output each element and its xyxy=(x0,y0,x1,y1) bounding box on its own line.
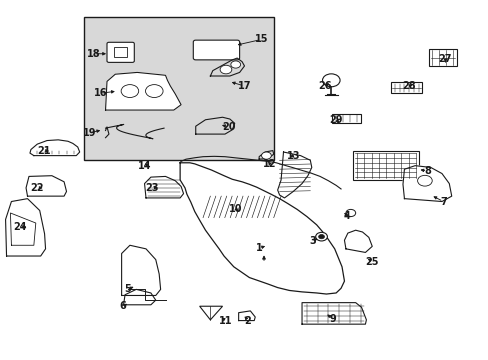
Polygon shape xyxy=(402,166,451,202)
Polygon shape xyxy=(199,306,222,320)
Text: 28: 28 xyxy=(402,81,415,91)
Text: 4: 4 xyxy=(343,211,349,221)
Polygon shape xyxy=(344,230,371,252)
Circle shape xyxy=(417,175,431,186)
Text: 18: 18 xyxy=(86,49,100,59)
Polygon shape xyxy=(105,72,181,110)
Bar xyxy=(114,47,127,57)
Text: 27: 27 xyxy=(438,54,451,64)
Bar xyxy=(331,114,360,123)
Polygon shape xyxy=(302,303,366,324)
Text: 25: 25 xyxy=(365,257,378,267)
Text: 5: 5 xyxy=(124,284,131,294)
Text: 26: 26 xyxy=(318,81,331,91)
Text: 9: 9 xyxy=(329,314,336,324)
Circle shape xyxy=(318,234,324,239)
Polygon shape xyxy=(5,199,45,256)
Polygon shape xyxy=(30,140,80,156)
Text: 6: 6 xyxy=(119,301,126,311)
Text: 24: 24 xyxy=(14,222,27,232)
Text: 8: 8 xyxy=(423,166,430,176)
Text: 10: 10 xyxy=(228,204,242,214)
Text: 21: 21 xyxy=(37,145,50,156)
Bar xyxy=(352,151,418,180)
Text: 13: 13 xyxy=(286,150,300,161)
Polygon shape xyxy=(123,289,156,305)
Text: 20: 20 xyxy=(222,122,235,132)
Circle shape xyxy=(315,232,327,241)
Polygon shape xyxy=(26,176,66,196)
Text: 3: 3 xyxy=(309,236,316,246)
Circle shape xyxy=(345,210,355,217)
Text: 14: 14 xyxy=(138,161,151,171)
Text: 11: 11 xyxy=(219,316,232,325)
Circle shape xyxy=(322,74,339,87)
FancyBboxPatch shape xyxy=(193,40,239,60)
Text: 1: 1 xyxy=(255,243,262,253)
Text: 17: 17 xyxy=(237,81,251,91)
Circle shape xyxy=(261,152,271,159)
Text: 29: 29 xyxy=(329,115,342,125)
Text: 7: 7 xyxy=(439,197,446,207)
Circle shape xyxy=(230,61,240,68)
Text: 16: 16 xyxy=(94,88,107,98)
Polygon shape xyxy=(122,245,160,296)
Circle shape xyxy=(145,85,163,98)
Bar xyxy=(390,82,422,93)
Bar xyxy=(428,49,456,66)
FancyBboxPatch shape xyxy=(107,42,134,62)
Bar xyxy=(83,17,273,160)
Text: 12: 12 xyxy=(263,159,276,169)
Text: 19: 19 xyxy=(83,128,97,138)
Polygon shape xyxy=(180,163,344,294)
Polygon shape xyxy=(144,176,183,198)
Circle shape xyxy=(220,65,231,74)
Circle shape xyxy=(121,85,139,98)
Text: 15: 15 xyxy=(254,35,268,44)
Text: 22: 22 xyxy=(30,183,44,193)
Text: 23: 23 xyxy=(145,183,158,193)
Text: 2: 2 xyxy=(244,316,251,325)
